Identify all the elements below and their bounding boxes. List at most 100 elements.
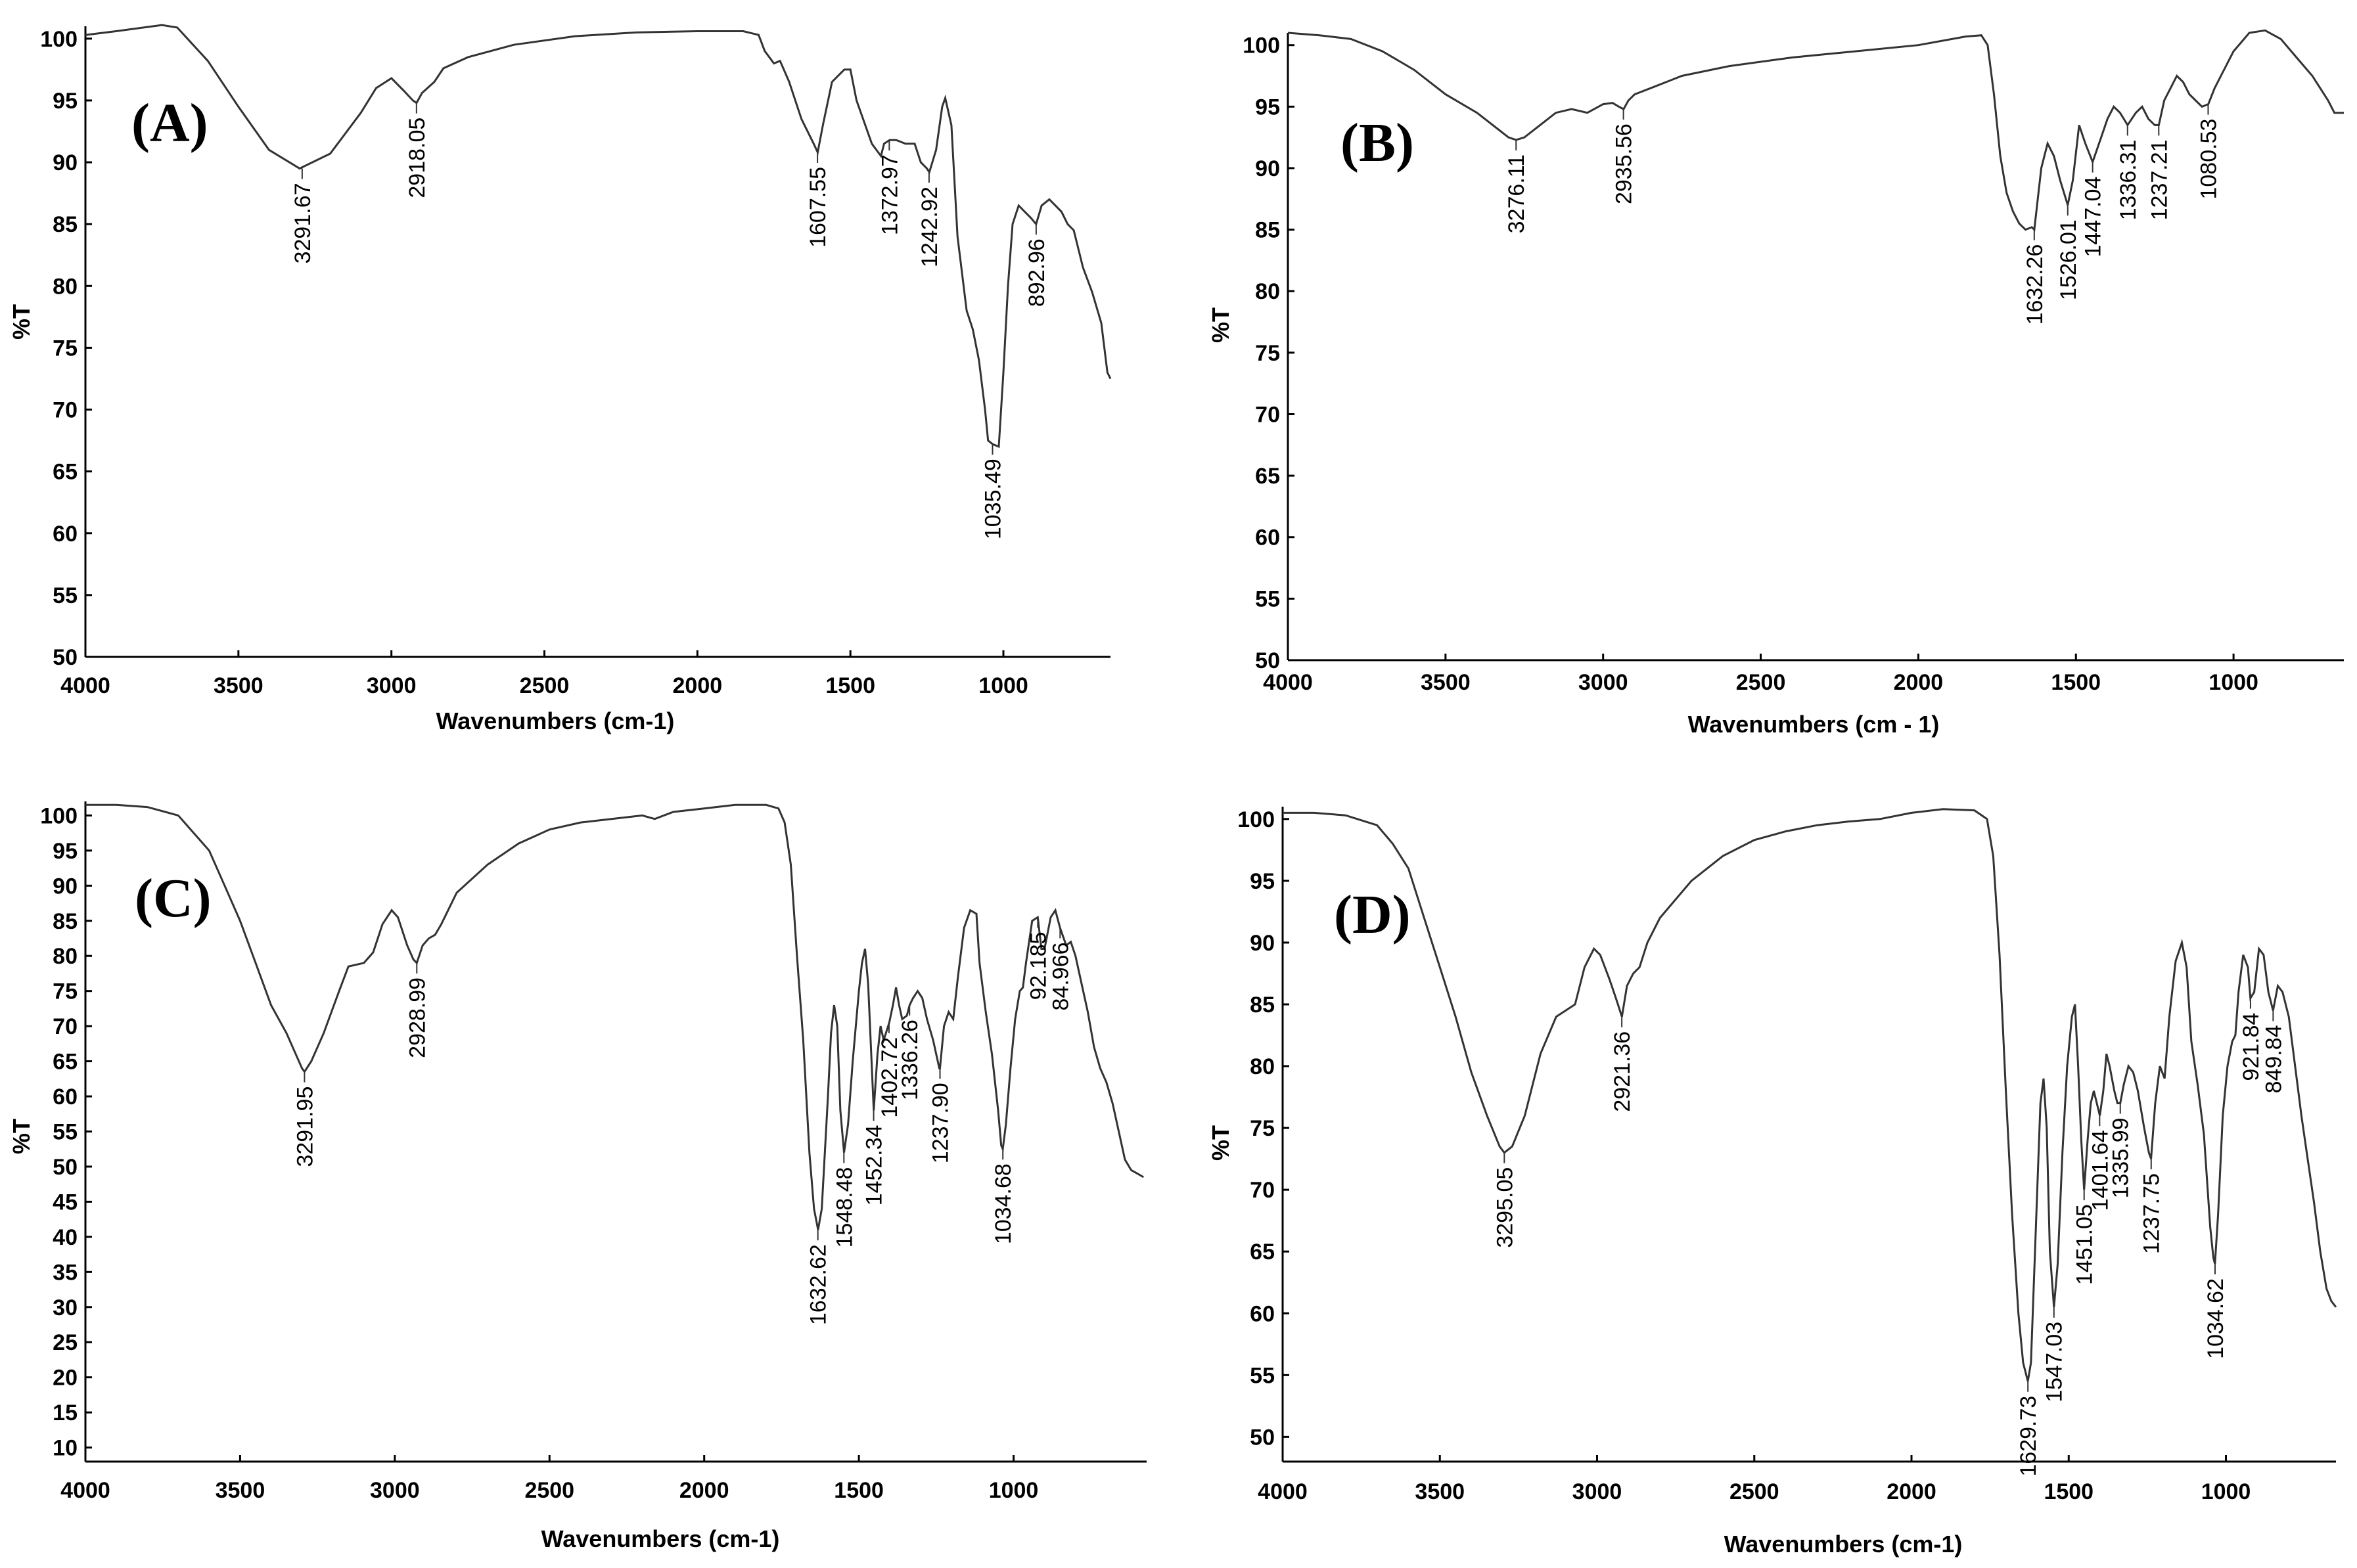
- peak-label: 1451.05: [2072, 1204, 2097, 1285]
- x-tick-label: 3000: [1572, 1479, 1622, 1504]
- peak-label: 3276.11: [1504, 154, 1529, 233]
- y-tick-label: 70: [53, 398, 78, 423]
- y-tick-label: 100: [1237, 807, 1275, 832]
- y-tick-label: 60: [53, 1085, 78, 1109]
- peak-label: 1335.99: [2109, 1117, 2134, 1198]
- panel-b: 50 55 60 65 70 75 80 85 90 95 100 4000 3500 3000 2500 2…: [1207, 29, 2344, 738]
- peak-label: 3291.95: [292, 1086, 317, 1167]
- x-tick-label: 2000: [1887, 1479, 1936, 1504]
- x-tick-label: 3000: [367, 673, 417, 698]
- y-tick-label: 100: [40, 27, 78, 52]
- x-tick-label: 1500: [825, 673, 875, 698]
- y-tick-label: 85: [1250, 993, 1275, 1018]
- y-tick-label: 55: [1255, 587, 1280, 612]
- peak-label: 921.84: [2239, 1013, 2264, 1081]
- y-tick-label: 75: [53, 336, 78, 361]
- x-tick-label: 3500: [1421, 670, 1471, 695]
- peak-label: 1402.72: [877, 1037, 902, 1118]
- y-tick-label: 60: [1250, 1301, 1275, 1326]
- y-tick-label: 75: [1255, 341, 1280, 366]
- spectrum-line: [85, 24, 1112, 449]
- panel-c: 10 15 20 25 30 35 40 45 50 55 60 65 70 75 80 85 90 95 100 4…: [8, 801, 1147, 1552]
- y-axis-label: %T: [1207, 1125, 1234, 1161]
- y-tick-label: 90: [1255, 156, 1280, 181]
- peak-label: 1080.53: [2196, 119, 2221, 200]
- y-tick-label: 80: [53, 274, 78, 299]
- peak-label: 2921.36: [1610, 1031, 1635, 1112]
- x-tick-label: 2000: [673, 673, 723, 698]
- y-tick-label: 70: [1250, 1178, 1275, 1203]
- peak-label: 1034.62: [2203, 1278, 2228, 1359]
- peak-label: 3295.05: [1492, 1167, 1517, 1248]
- x-tick-label: 4000: [1258, 1479, 1308, 1504]
- y-tick-label: 35: [53, 1260, 78, 1285]
- panel-label: (A): [131, 93, 208, 154]
- peak-label: 1336.26: [898, 1019, 923, 1100]
- x-tick-label: 4000: [60, 1478, 110, 1503]
- peak-label: 1034.68: [991, 1163, 1016, 1244]
- peak-label: 1242.92: [917, 187, 942, 267]
- x-tick-label: 3000: [1578, 670, 1628, 695]
- panel-label: (D): [1334, 884, 1411, 945]
- y-tick-label: 80: [53, 944, 78, 969]
- peak-label: 92.185: [1026, 931, 1051, 1000]
- y-tick-label: 55: [53, 1120, 78, 1145]
- x-tick-label: 2500: [520, 673, 570, 698]
- y-tick-label: 90: [53, 150, 78, 175]
- y-tick-label: 45: [53, 1190, 78, 1215]
- y-tick-label: 55: [1250, 1363, 1275, 1388]
- peak-label: 2918.05: [405, 118, 430, 198]
- peak-label: 1526.01: [2056, 219, 2081, 300]
- y-tick-label: 30: [53, 1295, 78, 1320]
- panel-label: (B): [1340, 112, 1414, 173]
- x-tick-label: 1000: [2208, 670, 2258, 695]
- x-axis-label: Wavenumbers (cm - 1): [1688, 711, 1940, 738]
- x-tick-label: 1500: [2044, 1479, 2094, 1504]
- y-tick-label: 95: [53, 839, 78, 864]
- x-tick-label: 1000: [978, 673, 1028, 698]
- peak-label: 1547.03: [2042, 1322, 2067, 1402]
- y-axis-label: %T: [8, 1119, 35, 1154]
- x-tick-label: 4000: [1263, 670, 1313, 695]
- y-tick-label: 90: [53, 874, 78, 899]
- peak-label: 2935.56: [1612, 123, 1637, 204]
- y-tick-label: 90: [1250, 931, 1275, 956]
- y-tick-label: 80: [1250, 1054, 1275, 1079]
- x-tick-label: 3500: [214, 673, 263, 698]
- x-axis-label: Wavenumbers (cm-1): [436, 707, 675, 734]
- y-tick-label: 15: [53, 1400, 78, 1425]
- x-tick-label: 3500: [216, 1478, 265, 1503]
- x-tick-label: 2500: [1729, 1479, 1779, 1504]
- y-axis-label: %T: [8, 304, 35, 340]
- peak-label: 1372.97: [877, 154, 902, 235]
- y-tick-label: 95: [1255, 95, 1280, 120]
- y-tick-label: 50: [1250, 1425, 1275, 1450]
- y-tick-label: 75: [1250, 1116, 1275, 1141]
- y-tick-label: 25: [53, 1330, 78, 1355]
- peak-label: 1237.75: [2140, 1173, 2164, 1254]
- peak-label: 1548.48: [832, 1167, 857, 1248]
- x-tick-label: 3500: [1415, 1479, 1465, 1504]
- y-tick-label: 85: [1255, 218, 1280, 243]
- y-tick-label: 10: [53, 1436, 78, 1461]
- y-tick-label: 60: [53, 522, 78, 547]
- panel-d: 50 55 60 65 70 75 80 85 90 95 100 4000 3500 3000 2500 2…: [1207, 807, 2337, 1557]
- y-tick-label: 100: [1243, 34, 1280, 58]
- x-axis-label: Wavenumbers (cm-1): [1724, 1531, 1963, 1557]
- x-axis-label: Wavenumbers (cm-1): [541, 1525, 780, 1552]
- peak-label: 2928.99: [405, 977, 430, 1058]
- x-tick-label: 1000: [989, 1478, 1039, 1503]
- peak-label: 1237.90: [928, 1083, 953, 1163]
- peak-label: 849.84: [2261, 1025, 2286, 1093]
- x-tick-label: 3000: [370, 1478, 420, 1503]
- x-tick-label: 2500: [1736, 670, 1786, 695]
- y-tick-label: 65: [53, 1050, 78, 1075]
- y-tick-label: 80: [1255, 279, 1280, 304]
- x-tick-label: 2000: [679, 1478, 729, 1503]
- y-tick-label: 95: [53, 89, 78, 114]
- peak-label: 1336.31: [2116, 139, 2141, 220]
- y-tick-label: 50: [1255, 648, 1280, 673]
- y-tick-label: 75: [53, 979, 78, 1004]
